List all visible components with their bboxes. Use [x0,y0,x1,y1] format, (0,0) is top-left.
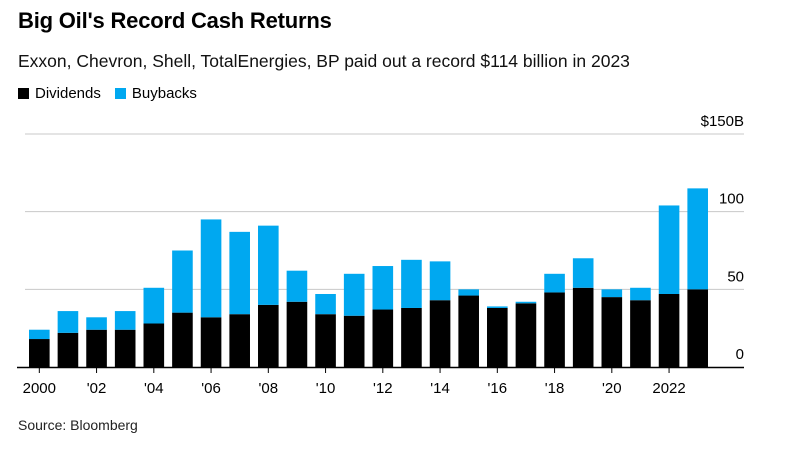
bar-buybacks-2004 [143,287,165,324]
legend-item-buybacks: Buybacks [114,85,197,102]
y-tick-label-150: $150B [701,113,744,130]
bar-dividends-2007 [229,314,250,367]
bar-buybacks-2018 [544,273,565,293]
bar-buybacks-2014 [429,261,451,301]
x-tick-label-2020: '20 [602,380,622,397]
bar-buybacks-2010 [315,293,336,315]
bar-dividends-2015 [458,295,479,367]
bar-buybacks-2002 [86,317,107,330]
legend-swatch-dividends [18,88,29,99]
x-tick-label-2014: '14 [430,380,450,397]
bar-buybacks-2020 [601,289,623,298]
bar-buybacks-2023 [687,188,708,290]
x-tick-label-2006: '06 [201,380,221,397]
bar-dividends-2022 [658,293,680,367]
bar-buybacks-2009 [286,270,308,302]
bar-dividends-2009 [286,301,308,367]
x-tick-label-2000: 2000 [23,380,56,397]
bar-dividends-2013 [401,307,422,367]
bar-buybacks-2019 [572,258,594,288]
x-tick-label-2008: '08 [259,380,279,397]
legend-label-buybacks: Buybacks [131,85,197,102]
legend-item-dividends: Dividends [18,85,101,102]
bar-buybacks-2017 [515,301,537,304]
bar-dividends-2012 [372,309,394,367]
y-tick-label-0: 0 [736,346,744,363]
bar-dividends-2014 [429,300,451,367]
bar-buybacks-2006 [200,219,222,318]
bar-dividends-2018 [544,292,565,367]
bar-dividends-2008 [258,304,279,367]
bar-dividends-2003 [114,329,136,367]
bar-buybacks-2013 [401,259,422,308]
bar-dividends-2020 [601,297,623,367]
bar-buybacks-2007 [229,231,250,315]
bar-dividends-2002 [86,329,107,367]
bar-dividends-2005 [172,312,193,367]
bar-buybacks-2000 [29,329,50,340]
bar-dividends-2019 [572,287,594,367]
bar-dividends-2016 [487,307,508,367]
legend-label-dividends: Dividends [35,85,101,102]
bar-dividends-2004 [143,323,165,367]
bar-dividends-2021 [630,300,651,367]
chart-title: Big Oil's Record Cash Returns [18,8,332,33]
x-tick-label-2012: '12 [373,380,393,397]
x-tick-label-2022: 2022 [652,380,685,397]
bar-buybacks-2022 [658,205,680,294]
x-tick-label-2016: '16 [488,380,508,397]
x-tick-label-2010: '10 [316,380,336,397]
bar-buybacks-2015 [458,289,479,296]
legend-swatch-buybacks [114,88,126,99]
legend: Dividends Buybacks [18,85,211,102]
bar-buybacks-2008 [258,225,279,305]
x-tick-label-2018: '18 [545,380,565,397]
x-tick-label-2004: '04 [144,380,164,397]
bar-dividends-2006 [200,317,222,367]
bar-buybacks-2001 [57,311,79,333]
source-note: Source: Bloomberg [18,417,138,433]
y-tick-label-100: 100 [719,191,744,208]
bar-dividends-2010 [315,314,336,367]
bar-dividends-2011 [343,315,365,367]
bar-buybacks-2012 [372,266,394,310]
x-tick-label-2002: '02 [87,380,107,397]
bar-buybacks-2021 [630,287,651,301]
bar-buybacks-2003 [114,311,136,330]
bar-dividends-2000 [29,339,50,367]
bar-buybacks-2016 [487,306,508,308]
bar-dividends-2001 [57,332,79,367]
bar-dividends-2017 [515,303,537,367]
y-tick-label-50: 50 [727,268,744,285]
bar-dividends-2023 [687,289,708,367]
bar-buybacks-2005 [172,250,193,313]
bar-buybacks-2011 [343,273,365,316]
chart-subtitle: Exxon, Chevron, Shell, TotalEnergies, BP… [18,51,630,71]
